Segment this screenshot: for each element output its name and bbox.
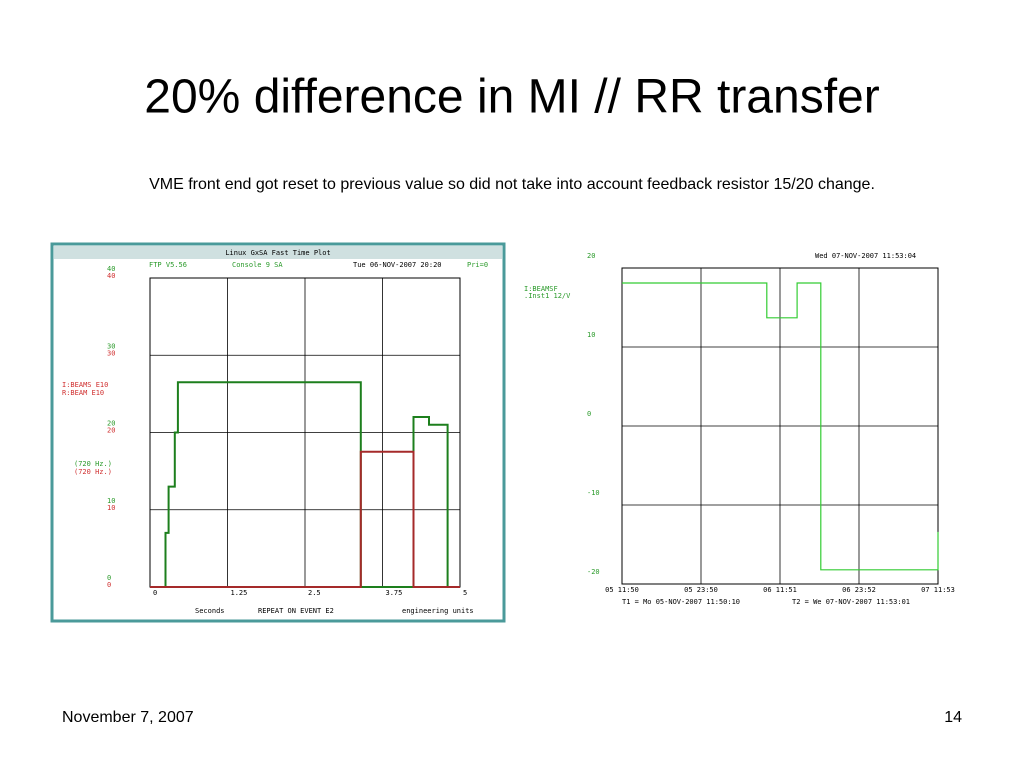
y-tick-label: 10 <box>587 331 595 339</box>
x-tick-label: 2.5 <box>308 589 321 597</box>
header-text: FTP V5.56 <box>149 261 187 269</box>
y-tick-label: 30 <box>107 349 115 357</box>
x-tick-label: 5 <box>463 589 467 597</box>
y-tick-label: -10 <box>587 489 600 497</box>
x-tick-label: 06 23:52 <box>842 586 876 594</box>
y-tick-label: 20 <box>107 427 115 435</box>
y-tick-label: 20 <box>107 420 115 428</box>
x-tick-label: 1.25 <box>231 589 248 597</box>
x-tick-label: 0 <box>153 589 157 597</box>
y-tick-label: 0 <box>107 574 111 582</box>
x-tick-label: 06 11:51 <box>763 586 797 594</box>
y-axis-label: engineering units <box>402 607 474 615</box>
y-tick-label: 0 <box>107 581 111 589</box>
data-line <box>150 381 460 588</box>
window-titlebar <box>54 246 502 259</box>
slide-subtitle: VME front end got reset to previous valu… <box>149 176 875 193</box>
x-tick-label: 05 23:50 <box>684 586 718 594</box>
x-tick-label: 05 11:50 <box>605 586 639 594</box>
header-text: Tue 06-NOV-2007 20:20 <box>353 261 442 269</box>
legend-label: R:BEAM E10 <box>62 389 104 397</box>
page-number: 14 <box>944 709 962 726</box>
annotation: REPEAT ON EVENT E2 <box>258 607 334 615</box>
y-tick-label: 10 <box>107 497 115 505</box>
y-tick-label: 40 <box>107 272 115 280</box>
footer-date: November 7, 2007 <box>62 709 194 726</box>
window-title: Linux GxSA Fast Time Plot <box>225 249 330 257</box>
footer-text: T1 = Mo 05-NOV-2007 11:50:10 <box>622 598 740 606</box>
legend-label: I:BEAMSF <box>524 285 558 293</box>
y-tick-label: 40 <box>107 265 115 273</box>
data-line <box>622 282 939 571</box>
legend-label: (720 Hz.) <box>74 460 112 468</box>
header-text: Pri=0 <box>467 261 488 269</box>
y-tick-label: 0 <box>587 410 591 418</box>
x-tick-label: 07 11:53 <box>921 586 955 594</box>
y-tick-label: 20 <box>587 252 595 260</box>
y-tick-label: 30 <box>107 342 115 350</box>
x-tick-label: 3.75 <box>386 589 403 597</box>
footer-text: T2 = We 07-NOV-2007 11:53:01 <box>792 598 910 606</box>
header-text: Console 9 SA <box>232 261 283 269</box>
x-axis-label: Seconds <box>195 607 225 615</box>
y-tick-label: 10 <box>107 504 115 512</box>
y-tick-label: -20 <box>587 568 600 576</box>
legend-label: I:BEAMS E10 <box>62 381 108 389</box>
data-line <box>150 450 460 588</box>
legend-label: .Inst1 12/V <box>524 292 571 300</box>
header-text: Wed 07-NOV-2007 11:53:04 <box>815 252 916 260</box>
legend-label: (720 Hz.) <box>74 468 112 476</box>
slide-title: 20% difference in MI // RR transfer <box>144 71 879 124</box>
